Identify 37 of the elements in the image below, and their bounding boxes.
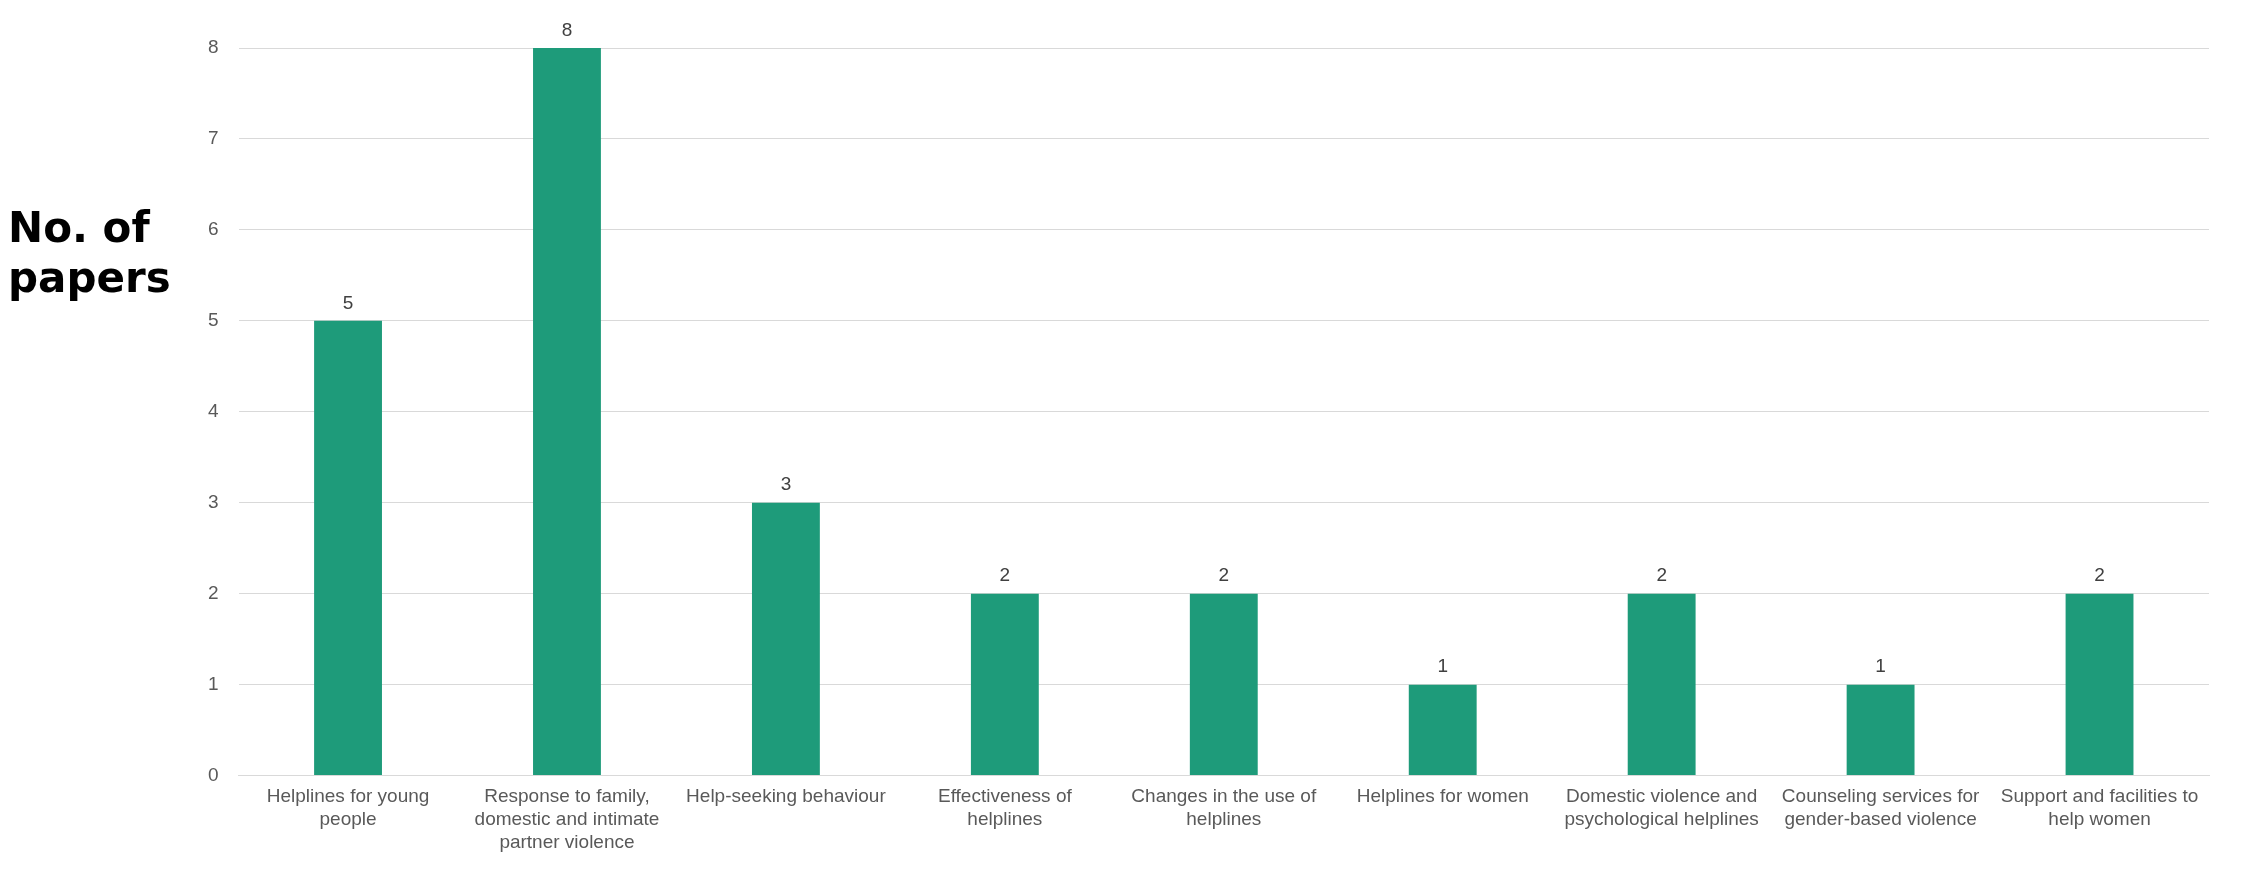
data-label: 1: [1875, 655, 1886, 677]
x-tick-label: Helplines for women: [1356, 785, 1529, 807]
bar: [1408, 684, 1477, 776]
data-label: 2: [1218, 564, 1230, 586]
bar: [1846, 684, 1915, 776]
y-tick-label: 6: [207, 218, 219, 240]
y-axis-title: No. of papers: [8, 203, 172, 303]
x-tick-label: Effectiveness of helplines: [937, 785, 1073, 830]
bar: [2065, 593, 2134, 776]
y-tick-label: 2: [207, 581, 219, 603]
data-label: 1: [1437, 655, 1449, 677]
x-tick-label: Response to family, domestic and intimate partner violence: [474, 785, 660, 852]
data-label: 2: [999, 564, 1011, 586]
y-tick-label: 0: [207, 763, 219, 785]
x-tick-label: Changes in the use of helplines: [1131, 785, 1317, 830]
data-label: 8: [561, 18, 573, 40]
bar: [970, 593, 1039, 776]
bar: [533, 48, 601, 776]
x-tick-label: Helplines for young people: [266, 785, 430, 830]
bar: [1189, 593, 1258, 776]
data-label: 2: [1656, 564, 1667, 586]
x-tick-label: Counseling services for gender-based violence: [1781, 785, 1980, 830]
y-tick-label: 1: [207, 672, 219, 694]
y-tick-label: 7: [207, 127, 219, 149]
y-tick-label: 8: [207, 36, 219, 58]
bar: [751, 502, 820, 776]
y-tick-label: 5: [207, 309, 219, 331]
x-tick-label: Domestic violence and psychological helplines: [1564, 785, 1759, 830]
data-label: 5: [342, 291, 354, 313]
y-tick-label: 3: [207, 490, 219, 512]
y-tick-label: 4: [207, 400, 219, 422]
data-label: 2: [2094, 564, 2105, 586]
data-label: 3: [780, 473, 792, 495]
bar: [314, 320, 382, 776]
x-tick-label: Help-seeking behaviour: [686, 785, 887, 807]
x-tick-label: Support and facilities to help women: [2000, 785, 2199, 830]
bar: [1627, 593, 1696, 776]
